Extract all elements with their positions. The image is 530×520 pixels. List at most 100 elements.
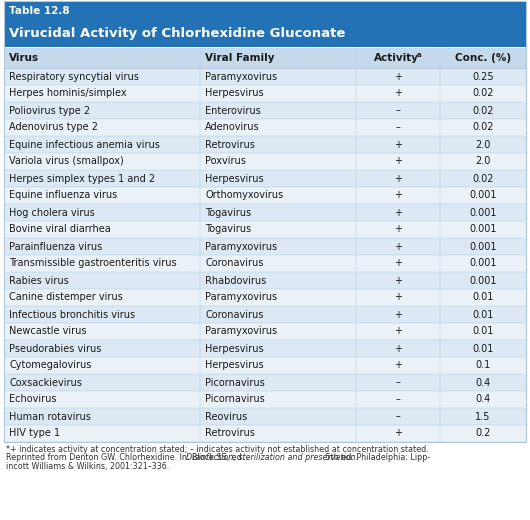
Text: 0.4: 0.4: [475, 395, 491, 405]
Text: Togavirus: Togavirus: [205, 207, 251, 217]
Text: Retrovirus: Retrovirus: [205, 428, 255, 438]
Bar: [4, 391, 526, 408]
Text: 0.001: 0.001: [469, 190, 497, 201]
Text: Infectious bronchitis virus: Infectious bronchitis virus: [9, 309, 135, 319]
Text: Human rotavirus: Human rotavirus: [9, 411, 91, 422]
Text: Rhabdovirus: Rhabdovirus: [205, 276, 266, 285]
Text: Coronavirus: Coronavirus: [205, 309, 263, 319]
Text: Herpesvirus: Herpesvirus: [205, 174, 263, 184]
Bar: [4, 255, 526, 272]
Bar: [4, 153, 526, 170]
Text: Picornavirus: Picornavirus: [205, 395, 265, 405]
Bar: [4, 119, 526, 136]
Text: Newcastle virus: Newcastle virus: [9, 327, 86, 336]
Bar: [4, 102, 526, 119]
Text: 1.5: 1.5: [475, 411, 491, 422]
Text: HIV type 1: HIV type 1: [9, 428, 60, 438]
Text: *+ indicates activity at concentration stated; – indicates activity not establis: *+ indicates activity at concentration s…: [6, 445, 429, 454]
Bar: [4, 1, 526, 21]
Text: 0.02: 0.02: [472, 88, 494, 98]
Text: Reovirus: Reovirus: [205, 411, 248, 422]
Text: +: +: [394, 139, 402, 150]
Text: 0.001: 0.001: [469, 276, 497, 285]
Text: 2.0: 2.0: [475, 139, 491, 150]
Text: Herpesvirus: Herpesvirus: [205, 360, 263, 370]
Text: Conc. (%): Conc. (%): [455, 53, 511, 63]
Text: Reprinted from Denton GW. Chlorhexidine. In: Block SS, ed.: Reprinted from Denton GW. Chlorhexidine.…: [6, 453, 247, 462]
Bar: [4, 357, 526, 374]
Text: +: +: [394, 157, 402, 166]
Text: +: +: [394, 292, 402, 303]
Text: +: +: [394, 344, 402, 354]
Text: Paramyxovirus: Paramyxovirus: [205, 241, 277, 252]
Text: Paramyxovirus: Paramyxovirus: [205, 71, 277, 82]
Text: 0.01: 0.01: [472, 292, 493, 303]
Text: 0.25: 0.25: [472, 71, 494, 82]
Bar: [4, 187, 526, 204]
Text: 0.001: 0.001: [469, 241, 497, 252]
Text: 0.1: 0.1: [475, 360, 491, 370]
Bar: [4, 21, 526, 47]
Text: –: –: [395, 411, 401, 422]
Text: a: a: [417, 52, 422, 58]
Text: –: –: [395, 123, 401, 133]
Text: –: –: [395, 378, 401, 387]
Text: +: +: [394, 174, 402, 184]
Text: 5th ed. Philadelphia: Lipp-: 5th ed. Philadelphia: Lipp-: [323, 453, 430, 462]
Text: +: +: [394, 327, 402, 336]
Text: Herpesvirus: Herpesvirus: [205, 88, 263, 98]
Text: Enterovirus: Enterovirus: [205, 106, 261, 115]
Text: Virucidal Activity of Chlorhexidine Gluconate: Virucidal Activity of Chlorhexidine Gluc…: [9, 28, 346, 41]
Text: +: +: [394, 207, 402, 217]
Text: Disinfection, sterilization and preservation.: Disinfection, sterilization and preserva…: [186, 453, 358, 462]
Text: incott Williams & Wilkins, 2001:321–336.: incott Williams & Wilkins, 2001:321–336.: [6, 462, 169, 471]
Text: Paramyxovirus: Paramyxovirus: [205, 292, 277, 303]
Text: +: +: [394, 258, 402, 268]
Text: 0.001: 0.001: [469, 258, 497, 268]
Text: Poxvirus: Poxvirus: [205, 157, 246, 166]
Text: Bovine viral diarrhea: Bovine viral diarrhea: [9, 225, 111, 235]
Text: Equine influenza virus: Equine influenza virus: [9, 190, 117, 201]
Bar: [4, 425, 526, 442]
Bar: [4, 238, 526, 255]
Text: 0.02: 0.02: [472, 123, 494, 133]
Text: Togavirus: Togavirus: [205, 225, 251, 235]
Bar: [4, 374, 526, 391]
Text: Coxsackievirus: Coxsackievirus: [9, 378, 82, 387]
Text: Echovirus: Echovirus: [9, 395, 57, 405]
Text: 0.01: 0.01: [472, 344, 493, 354]
Text: Cytomegalovirus: Cytomegalovirus: [9, 360, 91, 370]
Text: Respiratory syncytial virus: Respiratory syncytial virus: [9, 71, 139, 82]
Bar: [4, 340, 526, 357]
Text: Activity: Activity: [374, 53, 419, 63]
Text: Viral Family: Viral Family: [205, 53, 275, 63]
Bar: [4, 85, 526, 102]
Text: 0.4: 0.4: [475, 378, 491, 387]
Text: Herpes hominis/simplex: Herpes hominis/simplex: [9, 88, 127, 98]
Text: +: +: [394, 241, 402, 252]
Text: 0.02: 0.02: [472, 174, 494, 184]
Bar: [4, 323, 526, 340]
Bar: [4, 272, 526, 289]
Text: +: +: [394, 428, 402, 438]
Text: Hog cholera virus: Hog cholera virus: [9, 207, 95, 217]
Text: Adenovirus type 2: Adenovirus type 2: [9, 123, 98, 133]
Text: 0.01: 0.01: [472, 327, 493, 336]
Text: 2.0: 2.0: [475, 157, 491, 166]
Text: +: +: [394, 190, 402, 201]
Bar: [4, 68, 526, 85]
Text: Pseudorabies virus: Pseudorabies virus: [9, 344, 101, 354]
Text: Variola virus (smallpox): Variola virus (smallpox): [9, 157, 123, 166]
Bar: [4, 48, 526, 68]
Bar: [4, 221, 526, 238]
Text: 0.2: 0.2: [475, 428, 491, 438]
Text: +: +: [394, 88, 402, 98]
Text: +: +: [394, 309, 402, 319]
Text: 0.001: 0.001: [469, 225, 497, 235]
Text: Equine infectious anemia virus: Equine infectious anemia virus: [9, 139, 160, 150]
Text: Virus: Virus: [9, 53, 39, 63]
Bar: [4, 170, 526, 187]
Text: –: –: [395, 106, 401, 115]
Text: Herpes simplex types 1 and 2: Herpes simplex types 1 and 2: [9, 174, 155, 184]
Bar: [4, 136, 526, 153]
